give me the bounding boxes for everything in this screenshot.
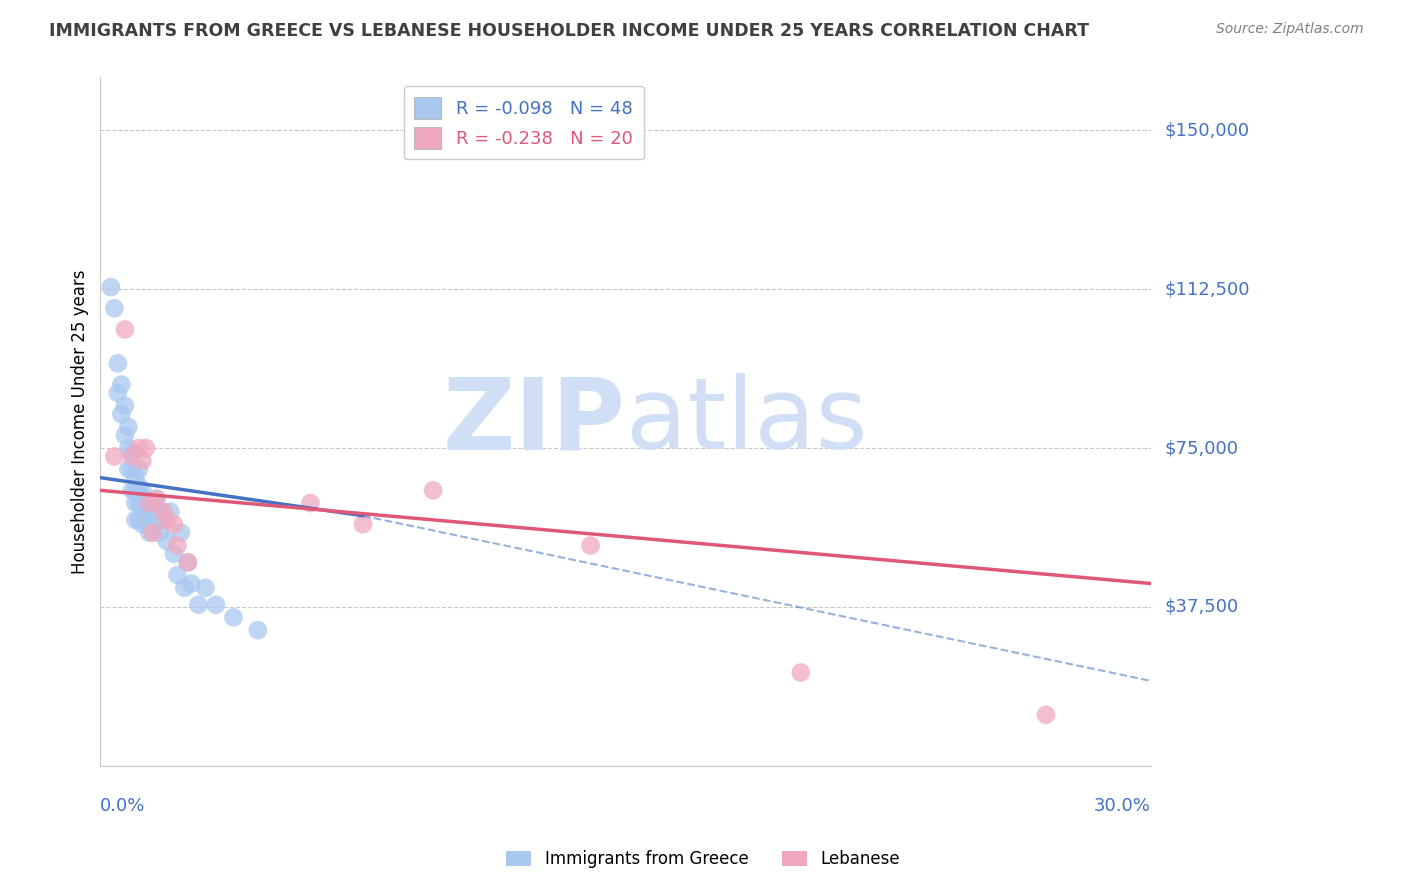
Point	[152, 504, 174, 518]
Point	[170, 525, 193, 540]
Point	[110, 377, 132, 392]
Point	[156, 513, 179, 527]
Point	[173, 581, 195, 595]
Point	[128, 441, 150, 455]
Text: atlas: atlas	[626, 373, 868, 470]
Text: $150,000: $150,000	[1166, 121, 1250, 139]
Point	[107, 356, 129, 370]
Point	[138, 525, 160, 540]
Point	[100, 280, 122, 294]
Point	[166, 538, 188, 552]
Text: Source: ZipAtlas.com: Source: ZipAtlas.com	[1216, 22, 1364, 37]
Point	[177, 555, 200, 569]
Point	[124, 470, 146, 484]
Point	[121, 483, 143, 498]
Point	[194, 581, 217, 595]
Point	[152, 513, 174, 527]
Point	[145, 491, 167, 506]
Point	[142, 496, 165, 510]
Point	[117, 441, 139, 455]
Point	[790, 665, 813, 680]
Point	[124, 483, 146, 498]
Point	[142, 517, 165, 532]
Point	[145, 491, 167, 506]
Point	[149, 525, 172, 540]
Text: $112,500: $112,500	[1166, 280, 1250, 298]
Point	[352, 517, 374, 532]
Point	[128, 479, 150, 493]
Point	[131, 500, 153, 515]
Legend: R = -0.098   N = 48, R = -0.238   N = 20: R = -0.098 N = 48, R = -0.238 N = 20	[404, 87, 644, 160]
Point	[138, 504, 160, 518]
Text: $75,000: $75,000	[1166, 439, 1239, 457]
Point	[114, 399, 136, 413]
Point	[299, 496, 322, 510]
Point	[187, 598, 209, 612]
Point	[138, 496, 160, 510]
Point	[159, 504, 181, 518]
Point	[166, 568, 188, 582]
Point	[177, 555, 200, 569]
Point	[103, 301, 125, 316]
Point	[579, 538, 602, 552]
Text: 0.0%: 0.0%	[100, 797, 146, 814]
Text: ZIP: ZIP	[443, 373, 626, 470]
Point	[128, 462, 150, 476]
Text: $37,500: $37,500	[1166, 598, 1239, 615]
Legend: Immigrants from Greece, Lebanese: Immigrants from Greece, Lebanese	[499, 844, 907, 875]
Point	[180, 576, 202, 591]
Point	[117, 420, 139, 434]
Point	[124, 513, 146, 527]
Point	[149, 504, 172, 518]
Point	[117, 462, 139, 476]
Point	[131, 517, 153, 532]
Point	[205, 598, 228, 612]
Text: 30.0%: 30.0%	[1094, 797, 1152, 814]
Point	[142, 525, 165, 540]
Point	[128, 513, 150, 527]
Point	[422, 483, 444, 498]
Point	[114, 322, 136, 336]
Point	[103, 450, 125, 464]
Point	[107, 386, 129, 401]
Point	[163, 517, 186, 532]
Point	[135, 513, 157, 527]
Point	[135, 441, 157, 455]
Point	[131, 454, 153, 468]
Point	[110, 407, 132, 421]
Point	[131, 483, 153, 498]
Point	[246, 623, 269, 637]
Point	[163, 547, 186, 561]
Y-axis label: Householder Income Under 25 years: Householder Income Under 25 years	[72, 269, 89, 574]
Point	[121, 445, 143, 459]
Point	[222, 610, 245, 624]
Point	[114, 428, 136, 442]
Point	[124, 496, 146, 510]
Point	[135, 491, 157, 506]
Text: IMMIGRANTS FROM GREECE VS LEBANESE HOUSEHOLDER INCOME UNDER 25 YEARS CORRELATION: IMMIGRANTS FROM GREECE VS LEBANESE HOUSE…	[49, 22, 1090, 40]
Point	[128, 496, 150, 510]
Point	[156, 534, 179, 549]
Point	[121, 462, 143, 476]
Point	[121, 450, 143, 464]
Point	[1035, 707, 1057, 722]
